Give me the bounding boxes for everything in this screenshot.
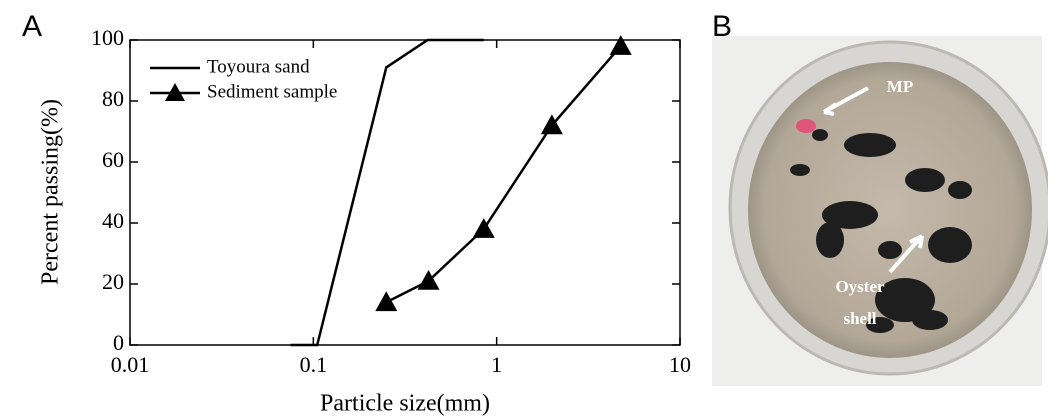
photo: MP Oyster shell: [712, 36, 1048, 386]
x-axis-label: Particle size(mm): [320, 391, 490, 417]
marker: [540, 114, 563, 135]
annotation: shell: [843, 309, 876, 328]
annotation: MP: [887, 77, 913, 96]
legend-marker: [165, 83, 185, 101]
series-line: [385, 45, 622, 304]
y-axis-label: Percent passing(%): [38, 99, 64, 285]
y-tick-label: 20: [102, 269, 124, 294]
x-tick-label: 10: [669, 352, 691, 377]
y-tick-label: 80: [102, 86, 124, 111]
panel-label: B: [712, 10, 732, 43]
x-tick-label: 0.01: [111, 352, 150, 377]
y-tick-label: 0: [113, 330, 124, 355]
panel-label: A: [22, 10, 42, 43]
marker: [472, 218, 495, 238]
series-line: [290, 38, 484, 347]
legend-label: Sediment sample: [207, 81, 337, 102]
arrow: [822, 86, 869, 116]
legend-label: Toyoura sand: [207, 56, 310, 77]
microplastic: [796, 119, 816, 133]
x-tick-label: 0.1: [300, 352, 328, 377]
y-tick-label: 100: [91, 25, 124, 50]
arrow: [888, 234, 924, 274]
y-tick-label: 40: [102, 208, 124, 233]
plot-frame: [129, 39, 681, 346]
annotation: Oyster: [835, 277, 885, 296]
sediment-particles: [790, 129, 972, 333]
marker: [417, 269, 440, 290]
y-tick-label: 60: [102, 147, 124, 172]
x-tick-label: 1: [491, 352, 502, 377]
marker: [609, 35, 632, 55]
marker: [375, 291, 398, 312]
